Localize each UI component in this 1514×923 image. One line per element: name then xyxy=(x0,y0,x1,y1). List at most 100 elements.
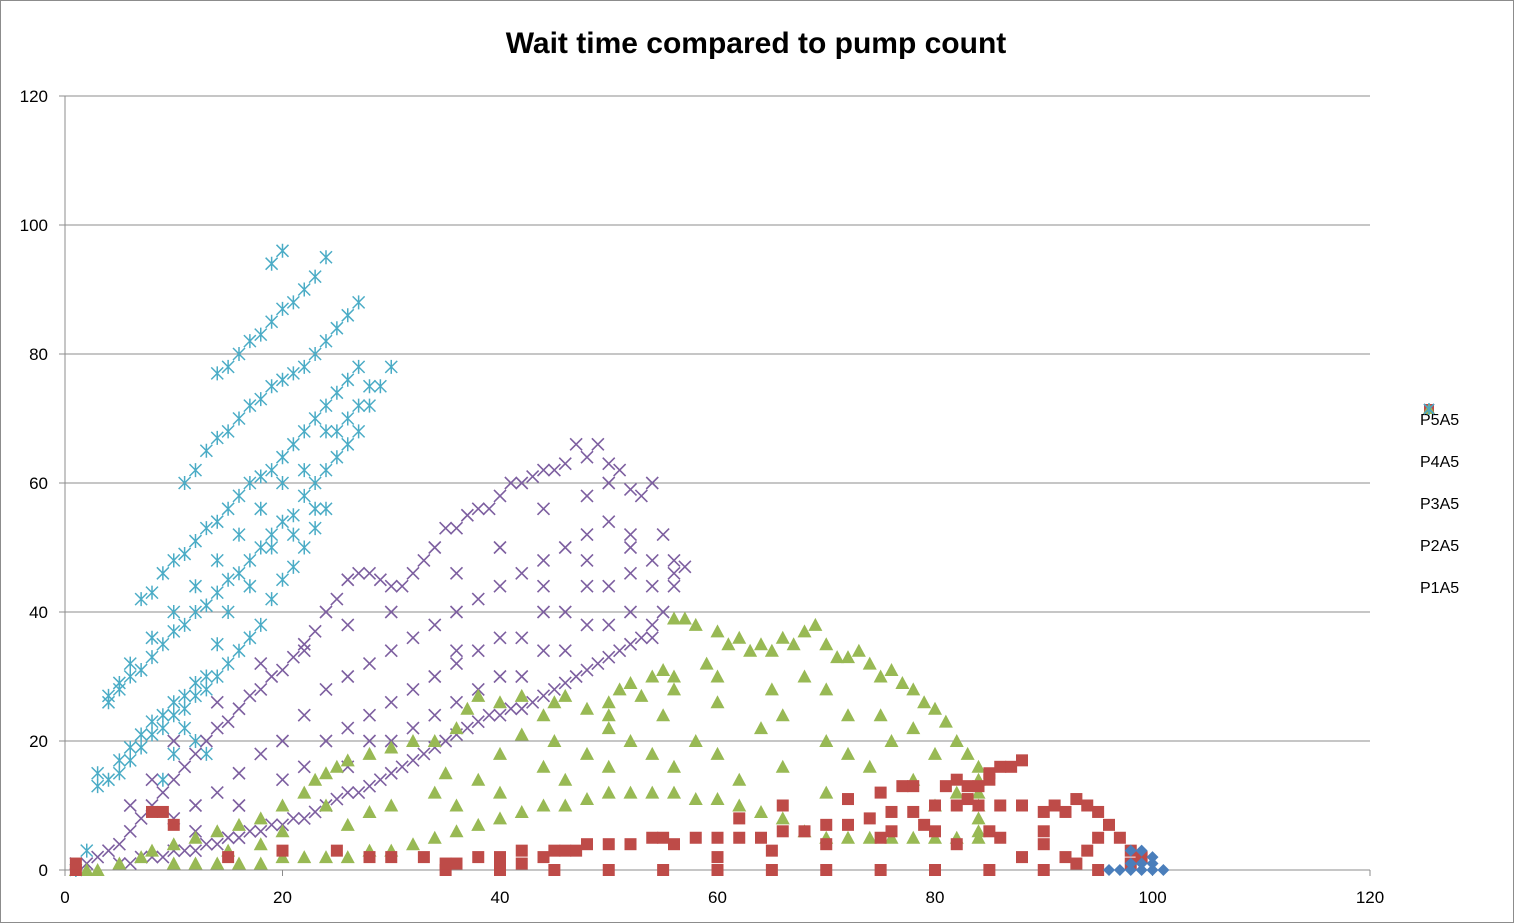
data-point xyxy=(808,617,823,631)
data-point xyxy=(297,637,311,651)
data-point xyxy=(188,844,203,858)
data-point xyxy=(134,850,149,864)
data-point xyxy=(950,773,963,786)
data-point xyxy=(688,734,703,747)
data-point xyxy=(623,605,638,619)
data-point xyxy=(841,650,855,664)
data-point xyxy=(1081,844,1094,857)
data-point xyxy=(79,863,94,876)
data-point xyxy=(515,669,529,684)
data-point xyxy=(406,566,420,580)
data-point xyxy=(994,831,1007,844)
series-P3A5 xyxy=(68,611,986,876)
data-point xyxy=(493,785,507,799)
legend-label: P2A5 xyxy=(1420,538,1460,555)
data-point xyxy=(156,850,170,864)
data-point xyxy=(123,669,137,684)
x-tick-label: 100 xyxy=(1138,888,1166,907)
data-point xyxy=(776,825,789,838)
data-point xyxy=(265,314,279,329)
data-point xyxy=(254,327,268,342)
data-point xyxy=(308,476,322,490)
data-point xyxy=(167,734,181,748)
data-point xyxy=(145,843,159,857)
data-point xyxy=(580,746,594,760)
data-point xyxy=(710,669,725,683)
data-point xyxy=(581,838,593,851)
data-point xyxy=(493,669,507,684)
data-point xyxy=(330,385,344,400)
data-point xyxy=(439,521,453,535)
data-point xyxy=(188,463,203,478)
data-point xyxy=(286,437,300,452)
data-point xyxy=(1016,754,1028,767)
data-point xyxy=(363,851,376,864)
data-point xyxy=(677,611,692,625)
data-point xyxy=(536,689,551,703)
data-point xyxy=(949,785,964,799)
data-point xyxy=(558,676,572,690)
data-point xyxy=(352,398,366,413)
data-point xyxy=(80,843,94,858)
data-point xyxy=(482,502,496,516)
data-point xyxy=(515,476,529,490)
data-point xyxy=(971,759,986,773)
data-point xyxy=(276,844,289,857)
data-point xyxy=(254,392,268,407)
data-point xyxy=(275,824,290,838)
data-point xyxy=(580,663,594,677)
data-point xyxy=(862,830,877,844)
data-point xyxy=(254,501,268,516)
data-point xyxy=(319,682,333,696)
data-point xyxy=(297,424,311,439)
data-point xyxy=(558,798,573,812)
data-point xyxy=(961,793,974,806)
data-point xyxy=(1037,838,1050,851)
data-point xyxy=(199,734,213,748)
data-point xyxy=(776,799,789,812)
data-point xyxy=(548,864,561,876)
data-point xyxy=(406,631,420,645)
data-point xyxy=(210,553,224,568)
data-point xyxy=(199,443,213,458)
data-point xyxy=(341,618,355,632)
data-point xyxy=(841,708,855,722)
data-point xyxy=(645,669,660,683)
data-point xyxy=(602,864,615,876)
data-point xyxy=(536,605,551,619)
data-point xyxy=(504,702,518,716)
data-point xyxy=(1092,864,1105,876)
data-point xyxy=(841,746,855,760)
data-point xyxy=(188,605,203,619)
data-point xyxy=(764,682,779,696)
legend-item: P1A5 xyxy=(1420,403,1510,610)
data-point xyxy=(275,372,290,387)
data-point xyxy=(819,637,834,651)
data-point xyxy=(167,708,181,723)
data-point xyxy=(602,457,616,471)
data-point xyxy=(167,746,181,761)
data-point xyxy=(1092,805,1105,818)
data-point xyxy=(188,856,203,870)
data-point xyxy=(471,502,485,516)
data-point xyxy=(254,617,268,632)
data-point xyxy=(820,818,833,831)
data-point xyxy=(493,489,507,503)
data-point xyxy=(623,482,638,497)
data-point xyxy=(1037,864,1050,876)
data-point xyxy=(145,727,159,742)
data-point xyxy=(449,644,464,658)
data-point xyxy=(352,566,366,580)
data-point xyxy=(1146,864,1159,876)
data-point xyxy=(156,721,170,736)
data-point xyxy=(570,844,583,857)
data-point xyxy=(558,540,572,555)
legend-item: P2A5 xyxy=(1420,403,1510,568)
data-point xyxy=(275,663,290,677)
legend-label: P4A5 xyxy=(1420,454,1460,471)
data-point xyxy=(536,502,551,516)
data-point xyxy=(428,618,442,632)
data-point xyxy=(471,715,485,729)
data-point xyxy=(319,734,333,748)
